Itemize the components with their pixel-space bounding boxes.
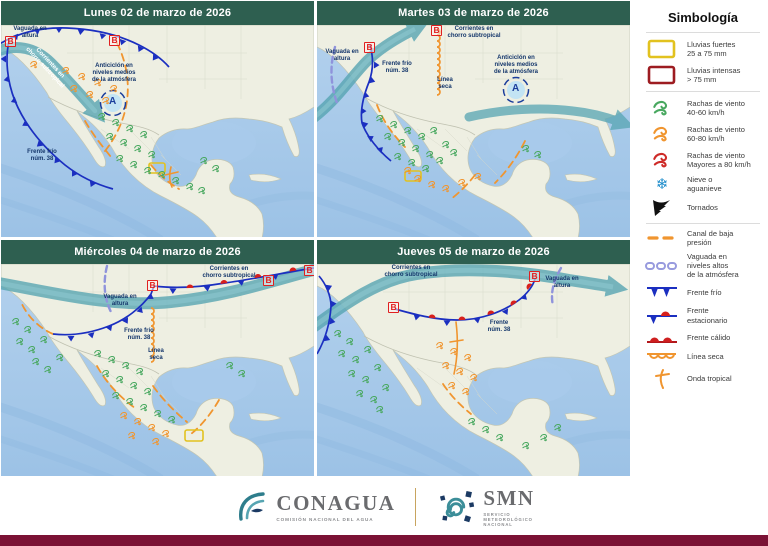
divider	[646, 222, 760, 224]
legend-item-frente-calido: Frente cálido	[644, 330, 762, 346]
weather-map-canvas	[317, 264, 630, 476]
conagua-tagline: COMISIÓN NACIONAL DEL AGUA	[276, 517, 374, 522]
stationary-front-icon	[644, 306, 680, 326]
low-pressure-marker: B	[109, 35, 121, 46]
smn-icon	[440, 490, 475, 522]
weather-map-jueves: Corrientes en chorro subtropical Vaguada…	[317, 264, 630, 476]
legend-item-rachas-40-60: Rachas de viento 40-60 km/h	[644, 97, 762, 119]
legend-item-nieve: ❄ Nieve o aguanieve	[644, 175, 762, 194]
legend-item-onda-tropical: Onda tropical	[644, 368, 762, 390]
legend-item-vaguada: Vaguada en niveles altos de la atmósfera	[644, 252, 762, 280]
low-pressure-channel-icon	[644, 231, 680, 245]
panel-title-miercoles: Miércoles 04 de marzo de 2026	[1, 240, 314, 264]
high-pressure-marker: A	[109, 96, 117, 107]
panel-title-lunes: Lunes 02 de marzo de 2026	[1, 1, 314, 25]
conagua-icon	[239, 491, 266, 521]
dry-line-icon	[644, 350, 680, 364]
warm-front-icon	[644, 330, 680, 346]
legend-item-rachas-80: Rachas de viento Mayores a 80 km/h	[644, 149, 762, 171]
weather-map-martes: Corrientes en chorro subtropical Vaguada…	[317, 25, 630, 237]
conagua-wordmark: CONAGUA	[276, 491, 396, 515]
high-pressure-marker: A	[512, 83, 520, 94]
low-pressure-marker: B	[388, 302, 400, 313]
weather-map-canvas	[1, 25, 314, 237]
snowflake-icon: ❄	[655, 175, 669, 193]
forecast-panel-lunes: Lunes 02 de marzo de 2026	[1, 1, 314, 237]
legend-item-rachas-60-80: Rachas de viento 60-80 km/h	[644, 123, 762, 145]
upper-trough-icon	[644, 259, 680, 273]
low-pressure-marker: B	[263, 275, 275, 286]
low-pressure-marker: B	[431, 25, 443, 36]
low-pressure-marker: B	[147, 280, 159, 291]
footer: CONAGUA COMISIÓN NACIONAL DEL AGUA SMN S…	[0, 478, 768, 535]
weather-map-lunes: Vaguada en altura Corrientes en chorro s…	[1, 25, 314, 237]
divider	[646, 32, 760, 33]
legend-item-frente-frio: Frente frío	[644, 284, 762, 302]
logo-divider	[415, 487, 417, 526]
tornado-icon	[644, 198, 680, 218]
legend-item-frente-estacionario: Frente estacionario	[644, 306, 762, 326]
bottom-accent-bar	[0, 535, 768, 546]
low-pressure-marker: B	[304, 265, 314, 276]
conagua-logo: CONAGUA COMISIÓN NACIONAL DEL AGUA	[233, 489, 395, 525]
panel-title-martes: Martes 03 de marzo de 2026	[317, 1, 630, 25]
divider	[646, 91, 760, 92]
smn-tagline: SERVICIO METEOROLÓGICO NACIONAL	[483, 512, 533, 527]
tropical-wave-symbol	[449, 321, 464, 375]
weather-map-miercoles: Corrientes en chorro subtropical Vaguada…	[1, 264, 314, 476]
weather-map-canvas	[1, 264, 314, 476]
forecast-panel-miercoles: Miércoles 04 de marzo de 2026	[1, 240, 314, 476]
wind-gust-red-icon	[644, 149, 680, 171]
legend-title: Simbología	[667, 10, 739, 25]
tropical-wave-icon	[644, 368, 680, 390]
weather-map-canvas	[317, 25, 630, 237]
wind-gust-orange-icon	[644, 123, 680, 145]
intense-rain-icon	[644, 64, 680, 86]
low-pressure-marker: B	[364, 42, 376, 53]
legend-item-lluvias-intensas: Lluvias intensas > 75 mm	[644, 64, 762, 86]
heavy-rain-icon	[644, 38, 680, 60]
legend-item-canal-baja-presion: Canal de baja presión	[644, 229, 762, 248]
wind-gust-green-icon	[644, 97, 680, 119]
smn-wordmark: SMN	[483, 486, 535, 510]
legend-item-tornados: Tornados	[644, 198, 762, 218]
legend-item-linea-seca: Línea seca	[644, 350, 762, 364]
smn-logo: SMN SERVICIO METEOROLÓGICO NACIONAL	[436, 486, 534, 527]
legend-item-lluvias-fuertes: Lluvias fuertes 25 a 75 mm	[644, 38, 762, 60]
cold-front-icon	[644, 284, 680, 302]
panel-title-jueves: Jueves 05 de marzo de 2026	[317, 240, 630, 264]
forecast-panel-martes: Martes 03 de marzo de 2026	[317, 1, 630, 237]
legend-panel: Simbología Lluvias fuertes 25 a 75 mm Ll…	[634, 0, 768, 478]
tropical-wave-symbol	[164, 166, 179, 188]
low-pressure-marker: B	[529, 271, 541, 282]
low-pressure-marker: B	[5, 36, 17, 47]
forecast-panel-jueves: Jueves 05 de marzo de 2026	[317, 240, 630, 476]
